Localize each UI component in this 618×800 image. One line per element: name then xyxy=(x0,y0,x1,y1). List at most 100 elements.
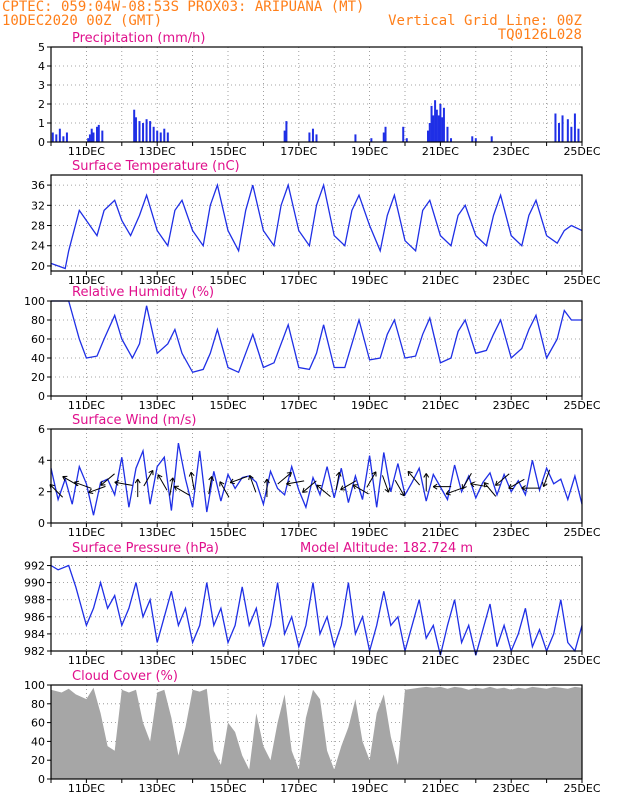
plot-frame xyxy=(50,46,583,143)
wind-arrow xyxy=(208,476,215,495)
y-tick-label: 80 xyxy=(31,314,45,327)
precip-bar xyxy=(145,119,148,142)
panel-title: Precipitation (mm/h) xyxy=(72,31,205,46)
x-tick-label: 21DEC xyxy=(422,145,459,158)
y-tick-label: 0 xyxy=(38,390,45,403)
precip-bar xyxy=(428,123,431,142)
precip-bar xyxy=(156,130,159,142)
x-tick-label: 21DEC xyxy=(422,274,459,287)
x-tick-label: 17DEC xyxy=(280,526,317,539)
precip-bar xyxy=(471,136,474,142)
chart-panel-1: 20 24 28 32 36 11DEC 13DEC 15DEC 17DEC 19DEC 21DEC… xyxy=(31,159,601,287)
x-tick-label: 15DEC xyxy=(209,526,246,539)
y-tick-label: 6 xyxy=(38,423,45,436)
precip-bar xyxy=(432,115,435,142)
plot-frame xyxy=(50,428,583,524)
x-tick-label: 25DEC xyxy=(563,274,600,287)
plot-frame xyxy=(50,174,583,272)
y-tick-label: 988 xyxy=(24,594,45,607)
precip-bar xyxy=(283,130,286,142)
precip-bar xyxy=(97,124,100,142)
header-model-id: TQ0126L028 xyxy=(497,27,582,43)
y-tick-label: 992 xyxy=(24,560,45,573)
x-tick-label: 17DEC xyxy=(280,145,317,158)
chart-panel-4: 982 984 986 988 990 992 11DEC 13DEC 15DEC 17DEC 19… xyxy=(24,541,601,667)
x-tick-label: 13DEC xyxy=(139,274,176,287)
y-tick-label: 80 xyxy=(31,698,45,711)
x-tick-label: 19DEC xyxy=(351,526,388,539)
wind-arrow xyxy=(366,471,377,488)
precip-bar xyxy=(382,132,385,142)
plot-area xyxy=(51,175,582,271)
plot-area xyxy=(51,301,582,396)
precip-bar xyxy=(87,138,90,142)
precip-bar xyxy=(384,126,387,142)
x-tick-label: 23DEC xyxy=(493,399,530,412)
precip-bar xyxy=(554,113,557,142)
y-tick-label: 20 xyxy=(31,754,45,767)
precip-bar xyxy=(55,134,58,142)
wind-arrow xyxy=(264,478,270,498)
x-tick-label: 13DEC xyxy=(139,526,176,539)
plot-frame xyxy=(50,556,583,652)
y-tick-label: 3 xyxy=(38,79,45,92)
plot-frame xyxy=(50,300,583,397)
precip-bar xyxy=(88,134,91,142)
x-tick-label: 11DEC xyxy=(68,526,105,539)
precip-bar xyxy=(315,134,318,142)
wind-arrow xyxy=(483,482,497,497)
precip-bar xyxy=(163,128,166,142)
x-tick-label: 13DEC xyxy=(139,654,176,667)
precip-bar xyxy=(96,126,99,142)
x-tick-label: 23DEC xyxy=(493,145,530,158)
wind-arrow xyxy=(219,481,230,498)
plot-area xyxy=(51,429,582,523)
precip-bar xyxy=(51,132,54,142)
x-tick-label: 25DEC xyxy=(563,399,600,412)
y-tick-label: 0 xyxy=(38,136,45,149)
precip-bar xyxy=(308,132,311,142)
precip-bar xyxy=(62,136,65,142)
precip-bar xyxy=(450,138,453,142)
series-line xyxy=(50,442,583,516)
precip-bar xyxy=(101,130,104,142)
x-tick-label: 25DEC xyxy=(563,145,600,158)
x-tick-label: 13DEC xyxy=(139,782,176,795)
wind-arrow xyxy=(173,485,191,496)
precip-bar xyxy=(446,126,449,142)
x-tick-label: 19DEC xyxy=(351,399,388,412)
wind-arrow xyxy=(100,473,115,486)
x-tick-label: 17DEC xyxy=(280,782,317,795)
precip-bar xyxy=(134,117,137,142)
x-tick-label: 25DEC xyxy=(563,526,600,539)
y-tick-label: 982 xyxy=(24,645,45,658)
x-tick-label: 19DEC xyxy=(351,782,388,795)
x-tick-label: 13DEC xyxy=(139,145,176,158)
precip-bar xyxy=(561,115,564,142)
precip-bar xyxy=(434,100,437,142)
y-tick-label: 60 xyxy=(31,717,45,730)
wind-arrow xyxy=(381,475,391,493)
wind-arrow xyxy=(508,478,525,489)
precip-bar xyxy=(437,115,440,142)
y-tick-label: 40 xyxy=(31,735,45,748)
y-tick-label: 24 xyxy=(31,240,45,253)
precip-bar xyxy=(90,128,93,142)
precip-bar xyxy=(490,136,493,142)
precip-bar xyxy=(573,113,576,142)
x-tick-label: 11DEC xyxy=(68,782,105,795)
precip-bar xyxy=(430,105,433,142)
precip-bar xyxy=(474,138,477,142)
wind-arrow xyxy=(248,474,257,493)
x-tick-label: 25DEC xyxy=(563,654,600,667)
panel-title: Relative Humidity (%) xyxy=(72,285,214,300)
y-tick-label: 4 xyxy=(38,60,45,73)
x-tick-label: 21DEC xyxy=(422,399,459,412)
panel-title: Cloud Cover (%) xyxy=(72,669,178,684)
precip-bar xyxy=(577,128,580,142)
header-date: 10DEC2020 00Z (GMT) xyxy=(2,13,163,29)
wind-arrow xyxy=(134,478,141,498)
wind-arrow xyxy=(88,485,106,495)
wind-arrow xyxy=(470,481,489,488)
precip-bar xyxy=(58,128,61,142)
